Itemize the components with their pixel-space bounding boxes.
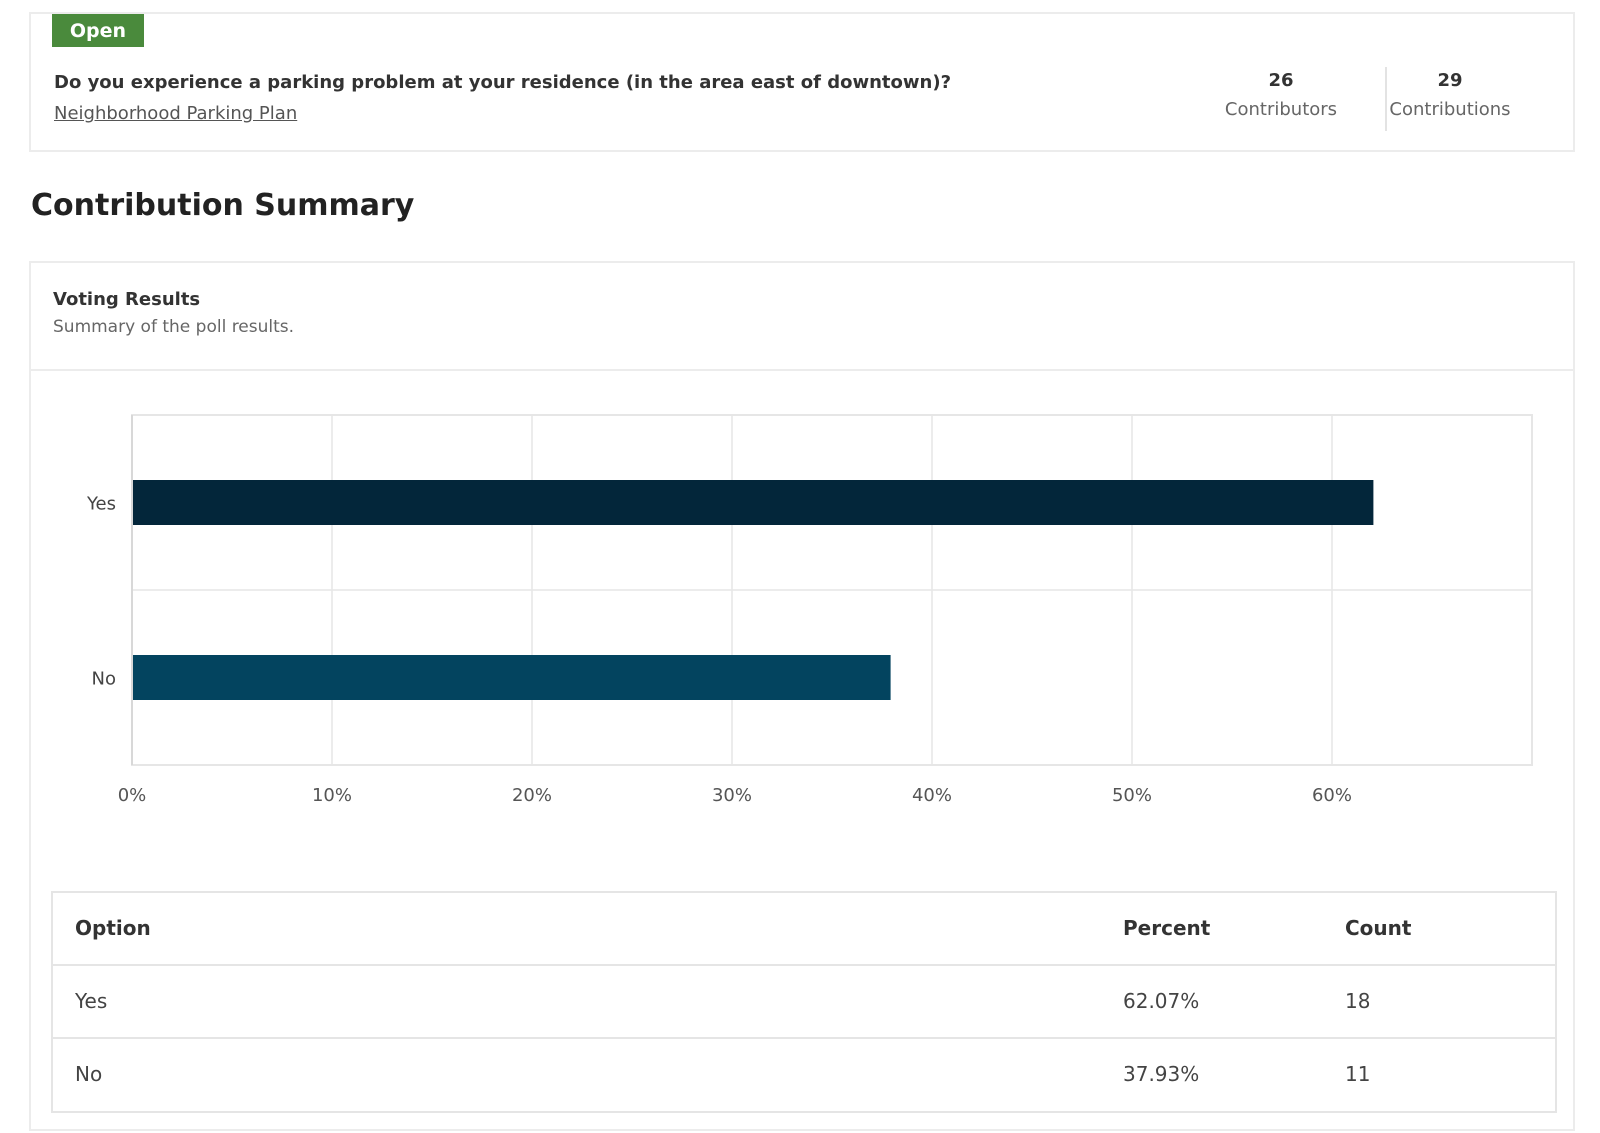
percent-header: Percent [1123,916,1211,940]
results-title: Voting Results [53,289,201,310]
contributors-count: 26 [1268,70,1294,91]
contributions-count: 29 [1437,70,1463,91]
poll-card: Open Do you experience a parking problem… [29,12,1575,152]
row-option: Yes [75,989,108,1013]
status-badge: Open [52,14,144,47]
bar-no [132,655,891,700]
contributions-label: Contributions [1389,99,1511,120]
option-header: Option [75,916,151,940]
y-category-label: Yes [86,494,116,515]
results-table: Option Percent Count Yes 62.07% 18 No 37… [51,891,1557,1113]
contributions-stat: 29 Contributions [1370,70,1530,120]
x-tick-label: 30% [712,785,752,806]
x-tick-label: 10% [312,785,352,806]
results-header: Voting Results Summary of the poll resul… [31,263,1573,371]
poll-question: Do you experience a parking problem at y… [54,72,952,93]
y-category-label: No [92,669,116,690]
x-tick-label: 50% [1112,785,1152,806]
contributors-label: Contributors [1224,99,1338,120]
row-option: No [75,1062,103,1086]
x-tick-label: 0% [118,785,147,806]
voting-results-chart: 0% 10% 20% 30% 40% 50% 60% Yes No [86,414,1533,806]
table-header-row: Option Percent Count [53,893,1555,966]
x-tick-label: 60% [1312,785,1352,806]
row-count: 11 [1345,1062,1371,1086]
stat-divider [1385,67,1387,131]
table-row: Yes 62.07% 18 [53,966,1555,1039]
table-row: No 37.93% 11 [53,1039,1555,1112]
project-link[interactable]: Neighborhood Parking Plan [54,103,298,124]
section-title: Contribution Summary [31,188,415,223]
results-subtitle: Summary of the poll results. [53,317,295,337]
bar-yes [132,480,1374,525]
contributors-stat: 26 Contributors [1201,70,1361,120]
row-percent: 62.07% [1123,989,1200,1013]
count-header: Count [1345,916,1412,940]
row-count: 18 [1345,989,1371,1013]
row-percent: 37.93% [1123,1062,1200,1086]
x-tick-label: 40% [912,785,952,806]
x-tick-label: 20% [512,785,552,806]
